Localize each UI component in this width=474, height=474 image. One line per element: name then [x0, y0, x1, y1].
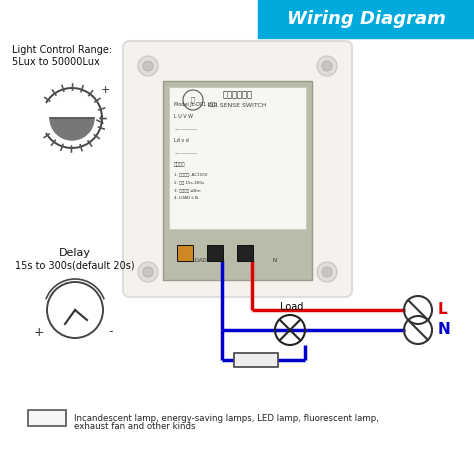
Circle shape	[317, 262, 337, 282]
Bar	[28, 410, 66, 426]
Text: Model JL-D01 (工次): Model JL-D01 (工次)	[174, 102, 217, 107]
Text: 3. 感应距离 ≤8m: 3. 感应距离 ≤8m	[174, 188, 201, 192]
Text: Light Control Range:: Light Control Range:	[12, 45, 112, 55]
Circle shape	[138, 262, 158, 282]
Text: L U V W: L U V W	[174, 114, 193, 119]
Circle shape	[143, 267, 153, 277]
Text: +: +	[34, 326, 44, 338]
FancyBboxPatch shape	[169, 87, 306, 229]
Bar	[234, 353, 278, 367]
Bar	[258, 0, 474, 38]
FancyBboxPatch shape	[123, 41, 352, 297]
Text: -: -	[109, 326, 113, 338]
Text: ___________: ___________	[174, 150, 197, 154]
Text: 1. 人体感应, AC110V: 1. 人体感应, AC110V	[174, 172, 208, 176]
Circle shape	[322, 61, 332, 71]
Circle shape	[317, 56, 337, 76]
Text: 4. LOAD L N: 4. LOAD L N	[174, 196, 198, 200]
Text: 2. 延时 15s-300s: 2. 延时 15s-300s	[174, 180, 204, 184]
Text: 15s to 300s(default 20s): 15s to 300s(default 20s)	[15, 260, 135, 270]
FancyBboxPatch shape	[237, 245, 253, 261]
Text: Ld v d: Ld v d	[174, 138, 189, 143]
Text: +: +	[100, 85, 109, 95]
Circle shape	[322, 267, 332, 277]
Text: 5Lux to 50000Lux: 5Lux to 50000Lux	[12, 57, 100, 67]
Text: Wiring Diagram: Wiring Diagram	[287, 10, 446, 28]
FancyBboxPatch shape	[163, 81, 312, 280]
Text: Load: Load	[280, 302, 304, 312]
Text: Incandescent lamp, energy-saving lamps, LED lamp, fluorescent lamp,: Incandescent lamp, energy-saving lamps, …	[74, 414, 379, 423]
Circle shape	[143, 61, 153, 71]
FancyBboxPatch shape	[177, 245, 193, 261]
Text: N: N	[273, 257, 277, 263]
Text: L: L	[244, 257, 246, 263]
Text: ___________: ___________	[174, 126, 197, 130]
Text: LOAD: LOAD	[192, 257, 208, 263]
FancyBboxPatch shape	[207, 245, 223, 261]
Text: 人体感应开关: 人体感应开关	[222, 91, 253, 100]
Text: N: N	[438, 322, 451, 337]
Circle shape	[138, 56, 158, 76]
Text: L: L	[438, 302, 447, 318]
Text: 品: 品	[191, 97, 195, 103]
Text: Delay: Delay	[59, 248, 91, 258]
Text: exhaust fan and other kinds: exhaust fan and other kinds	[74, 422, 195, 431]
Text: 额定参数: 额定参数	[174, 162, 185, 167]
Text: PIR SENSE SWITCH: PIR SENSE SWITCH	[208, 102, 267, 108]
Polygon shape	[50, 118, 94, 140]
